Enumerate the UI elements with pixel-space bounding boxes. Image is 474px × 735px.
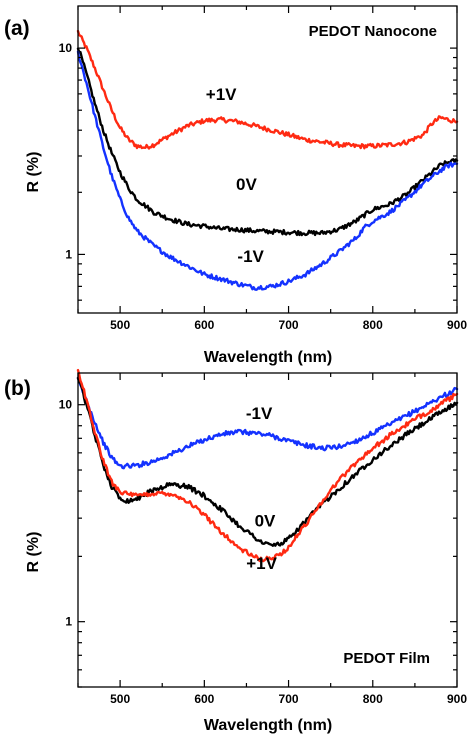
- panel-b-series-minus1V: [76, 376, 459, 470]
- panel-a-plot: 500 600 700 800 900 1 10 +1V 0V -1V: [59, 5, 467, 332]
- panel-b-ylabel: R (%): [25, 532, 42, 573]
- panel-a-title: PEDOT Nanocone: [309, 23, 437, 40]
- panel-b-annotation: 0V: [255, 511, 276, 530]
- panel-a-annotation: +1V: [206, 85, 237, 104]
- panel-a-xtick-label: 700: [279, 318, 299, 332]
- panel-a-ytick-label: 1: [65, 247, 72, 261]
- panel-b-xtick-label: 600: [194, 692, 214, 706]
- panel-b-label: (b): [4, 377, 31, 400]
- panel-b-title: PEDOT Film: [343, 650, 430, 667]
- panel-a: (a) PEDOT Nanocone R (%) Wavelength (nm)…: [4, 5, 467, 366]
- panel-a-series-plus1V: [76, 29, 459, 150]
- panel-a-xtick-label: 900: [447, 318, 467, 332]
- panel-b-xtick-label: 500: [110, 692, 130, 706]
- panel-b-xtick-label: 700: [279, 692, 299, 706]
- panel-a-xtick-label: 500: [110, 318, 130, 332]
- panel-b-frame: [77, 372, 458, 688]
- panel-a-annotation: 0V: [236, 175, 257, 194]
- panel-b-ytick-label: 1: [65, 615, 72, 629]
- panel-a-series-0V: [76, 47, 459, 237]
- panel-b-annotation: -1V: [246, 404, 273, 423]
- panel-b-xtick-label: 900: [447, 692, 467, 706]
- panel-b-ytick-label: 10: [59, 398, 73, 412]
- panel-b-annotation: +1V: [246, 554, 277, 573]
- panel-a-xtick-label: 800: [363, 318, 383, 332]
- panel-b-xtick-label: 800: [363, 692, 383, 706]
- panel-a-annotation: -1V: [237, 247, 264, 266]
- panel-b-series-plus1V: [76, 368, 459, 563]
- panel-b-xlabel: Wavelength (nm): [204, 717, 332, 734]
- panel-a-ylabel: R (%): [25, 152, 42, 193]
- panel-a-ytick-label: 10: [59, 41, 73, 55]
- panel-a-label: (a): [4, 17, 30, 40]
- panel-b-plot: 500 600 700 800 900 1 10 -1V 0V +1V: [59, 368, 467, 706]
- panel-a-series-minus1V: [76, 50, 459, 291]
- panel-a-xtick-label: 600: [194, 318, 214, 332]
- panel-a-xlabel: Wavelength (nm): [204, 349, 332, 366]
- panel-b: (b) PEDOT Film R (%) Wavelength (nm) 500…: [4, 368, 467, 734]
- panel-a-frame: [77, 5, 458, 314]
